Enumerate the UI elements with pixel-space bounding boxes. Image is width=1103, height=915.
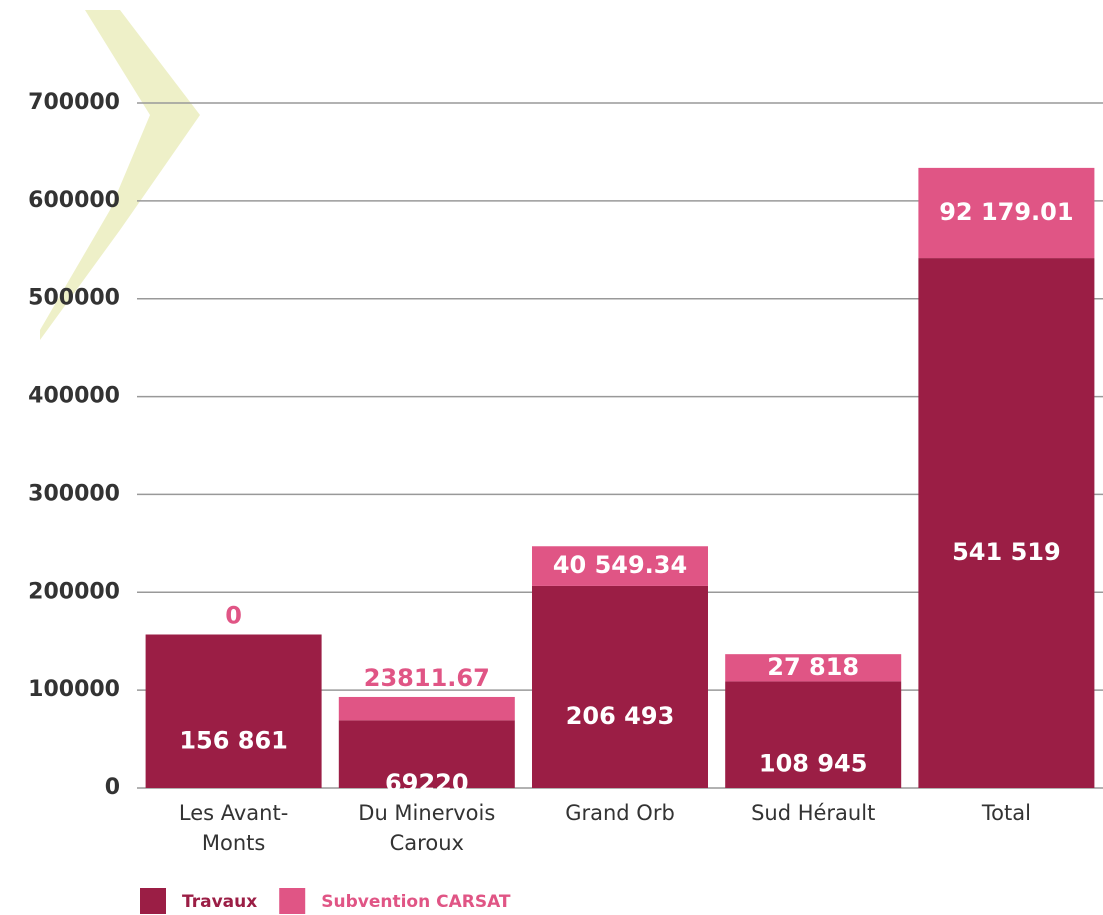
value-label: 0 [225, 602, 242, 630]
y-tick-label: 700000 [28, 90, 120, 115]
bar-segment [145, 634, 322, 788]
x-tick-label: Sud Hérault [751, 801, 876, 825]
y-tick-label: 300000 [28, 481, 120, 506]
bar-segment [532, 546, 708, 586]
value-label: 92 179.01 [939, 198, 1073, 226]
x-tick-label: Les Avant-Monts [178, 801, 289, 855]
y-tick-label: 200000 [28, 579, 120, 604]
y-tick-label: 0 [105, 775, 120, 800]
legend-swatch [279, 888, 306, 914]
bar-segment [725, 654, 902, 682]
value-label: 23811.67 [364, 664, 490, 692]
value-label: 69220 [385, 769, 469, 797]
legend-label: Travaux [182, 892, 257, 912]
y-tick-label: 600000 [28, 188, 120, 213]
bar-segment [338, 696, 515, 721]
x-tick-label: Total [981, 801, 1031, 825]
bar-segment [918, 258, 1095, 789]
x-tick-label: Du Minervois Caroux [358, 801, 496, 855]
legend-label: Subvention CARSAT [321, 892, 511, 912]
value-label: 27 818 [767, 653, 859, 681]
bar-segment [725, 681, 902, 788]
y-tick-label: 500000 [28, 286, 120, 311]
y-tick-label: 100000 [28, 677, 120, 702]
x-tick-label: Grand Orb [565, 801, 675, 825]
bar-segment [338, 720, 515, 788]
value-label: 40 549.34 [553, 551, 687, 579]
value-label: 541 519 [952, 538, 1061, 566]
value-label: 206 493 [566, 702, 675, 730]
legend-swatch [140, 888, 166, 914]
bar-segment [918, 167, 1095, 259]
value-label: 108 945 [759, 750, 868, 778]
value-label: 156 861 [179, 726, 288, 754]
bar-segment [532, 585, 708, 788]
decoration [40, 10, 200, 340]
y-tick-label: 400000 [28, 384, 120, 409]
